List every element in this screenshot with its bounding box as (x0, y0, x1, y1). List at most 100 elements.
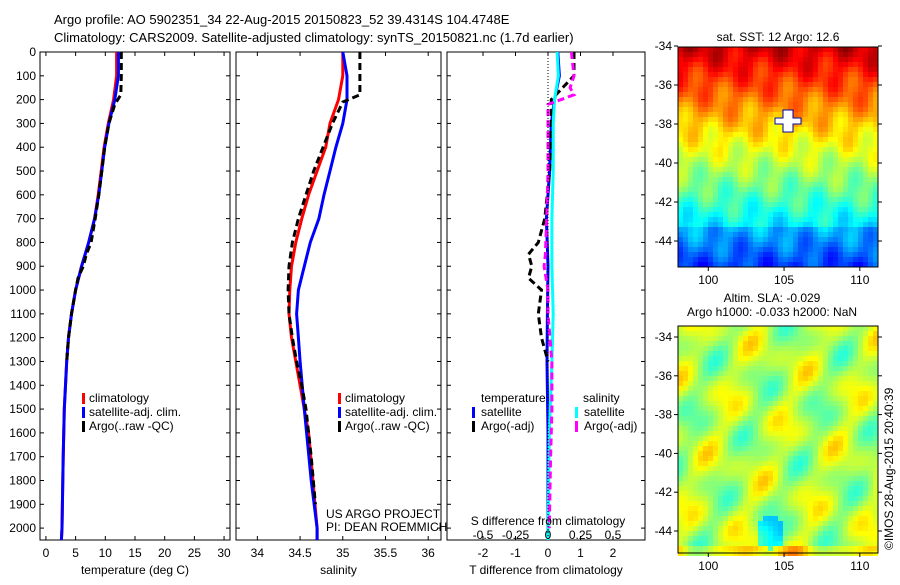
map-cell (873, 187, 878, 192)
map-cell (713, 112, 718, 117)
map-cell (823, 157, 828, 162)
map-cell (863, 516, 868, 521)
map-cell (868, 212, 873, 217)
map-cell (858, 386, 863, 391)
map-cell (778, 107, 783, 112)
map-cell (793, 341, 798, 346)
map-cell (853, 207, 858, 212)
map-cell (703, 366, 708, 371)
map-cell (773, 247, 778, 252)
map-cell (763, 346, 768, 351)
map-cell (703, 112, 708, 117)
map-cell (823, 217, 828, 222)
map-cell (683, 122, 688, 127)
map-cell (823, 481, 828, 486)
map-cell (713, 386, 718, 391)
map-cell (783, 72, 788, 77)
map-cell (778, 381, 783, 386)
map-cell (728, 461, 733, 466)
map-cell (863, 57, 868, 62)
map-cell (688, 217, 693, 222)
map-cell (738, 252, 743, 257)
map-cell (688, 446, 693, 451)
map-cell (863, 162, 868, 167)
map-cell (818, 192, 823, 197)
map-cell (693, 506, 698, 511)
map-cell (863, 197, 868, 202)
map-cell (838, 72, 843, 77)
map-cell (698, 326, 703, 331)
map-cell (793, 361, 798, 366)
map-cell (723, 471, 728, 476)
map-cell (758, 426, 763, 431)
map-cell (753, 421, 758, 426)
map-cell (803, 112, 808, 117)
map-cell (738, 117, 743, 122)
map-cell (728, 137, 733, 142)
map-cell (853, 67, 858, 72)
map-cell (783, 406, 788, 411)
map-cell (858, 57, 863, 62)
map-cell (773, 536, 778, 541)
map-cell (683, 97, 688, 102)
map-cell (713, 476, 718, 481)
map-cell (823, 152, 828, 157)
map-cell (703, 232, 708, 237)
map-cell (763, 386, 768, 391)
map-cell (778, 456, 783, 461)
map-cell (853, 376, 858, 381)
map-cell (688, 481, 693, 486)
map-cell (783, 426, 788, 431)
map-cell (823, 67, 828, 72)
map-cell (853, 411, 858, 416)
map-cell (688, 441, 693, 446)
map-cell (833, 401, 838, 406)
map-cell (838, 87, 843, 92)
map-cell (748, 152, 753, 157)
map-cell (728, 197, 733, 202)
map-cell (713, 361, 718, 366)
map-cell (748, 122, 753, 127)
map-cell (733, 212, 738, 217)
map-cell (698, 496, 703, 501)
map-cell (798, 222, 803, 227)
map-cell (768, 172, 773, 177)
map-cell (743, 172, 748, 177)
map-cell (778, 371, 783, 376)
map-cell (728, 381, 733, 386)
map-cell (763, 446, 768, 451)
map-cell (823, 401, 828, 406)
map-cell (803, 102, 808, 107)
map-cell (698, 177, 703, 182)
map-cell (723, 257, 728, 262)
map-cell (783, 172, 788, 177)
map-cell (788, 172, 793, 177)
map-cell (858, 541, 863, 546)
map-cell (773, 461, 778, 466)
map-cell (693, 97, 698, 102)
map-cell (678, 147, 683, 152)
map-cell (733, 421, 738, 426)
map-cell (798, 486, 803, 491)
map-cell (678, 461, 683, 466)
map-cell (828, 252, 833, 257)
map-cell (853, 132, 858, 137)
map-cell (758, 47, 763, 52)
map-cell (733, 476, 738, 481)
map-cell (748, 62, 753, 67)
map-cell (683, 52, 688, 57)
map-cell (813, 152, 818, 157)
map-cell (768, 451, 773, 456)
map-cell (788, 446, 793, 451)
map-cell (823, 52, 828, 57)
map-cell (723, 247, 728, 252)
map-cell (818, 416, 823, 421)
map-cell (858, 117, 863, 122)
map-cell (833, 222, 838, 227)
map-cell (843, 257, 848, 262)
map-cell (748, 496, 753, 501)
map-cell (728, 72, 733, 77)
map-cell (798, 476, 803, 481)
map-cell (743, 491, 748, 496)
map-cell (683, 67, 688, 72)
